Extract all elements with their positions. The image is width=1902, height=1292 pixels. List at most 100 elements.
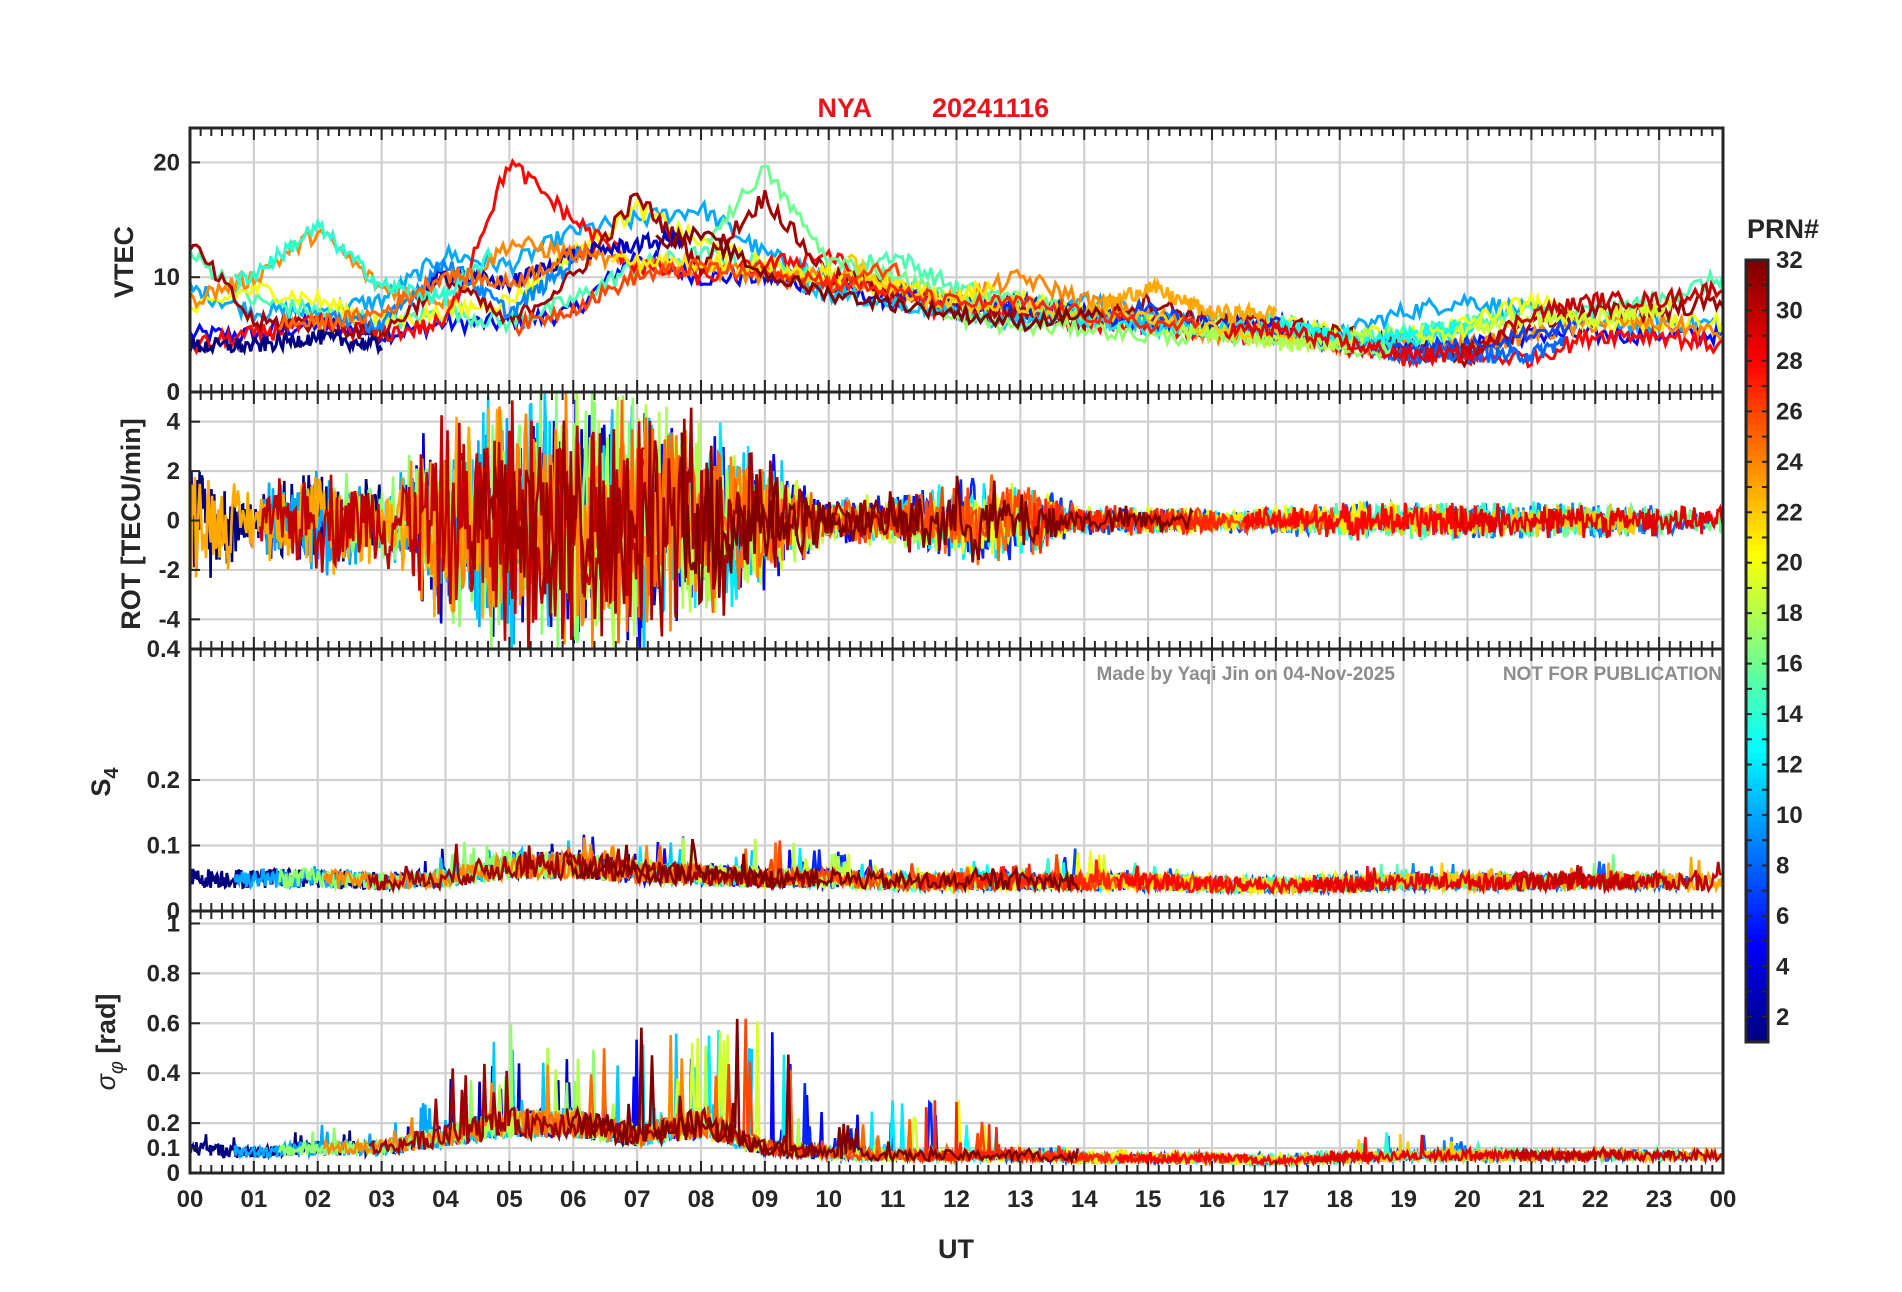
colorbar-swatch	[1746, 411, 1768, 419]
colorbar-swatch	[1746, 461, 1768, 469]
ytick-label: 0	[167, 379, 180, 406]
colorbar-swatch	[1746, 606, 1768, 614]
series-line-prn-23	[1466, 1145, 1723, 1165]
colorbar-swatch	[1746, 1035, 1768, 1043]
colorbar-swatch	[1746, 890, 1768, 898]
colorbar-swatch	[1746, 499, 1768, 507]
colorbar-swatch	[1746, 865, 1768, 873]
colorbar-frame	[1744, 258, 1770, 1044]
series-line-prn-27	[751, 258, 1201, 335]
xtick-label: 21	[1518, 1186, 1545, 1213]
xtick-label: 16	[1199, 1186, 1226, 1213]
ytick-label: 0.6	[147, 1010, 180, 1037]
ytick-label: 2	[167, 458, 180, 485]
colorbar-swatch	[1746, 732, 1768, 740]
colorbar-swatch	[1746, 518, 1768, 526]
ytick-label: 0.2	[147, 767, 180, 794]
xtick-label: 01	[241, 1186, 268, 1213]
colorbar-swatch	[1746, 285, 1768, 293]
colorbar-swatch	[1746, 562, 1768, 570]
colorbar-swatch	[1746, 367, 1768, 375]
series-line-prn-29	[1223, 317, 1482, 364]
colorbar-swatch	[1746, 941, 1768, 949]
colorbar-swatch	[1746, 802, 1768, 810]
colorbar-swatch	[1746, 442, 1768, 450]
colorbar-swatch	[1746, 947, 1768, 955]
colorbar-tick-label: 30	[1776, 297, 1803, 324]
ytick-label: 4	[167, 409, 181, 436]
colorbar-swatch	[1746, 386, 1768, 394]
colorbar-swatch	[1746, 682, 1768, 690]
colorbar-swatch	[1746, 581, 1768, 589]
xtick-label: 07	[624, 1186, 651, 1213]
ytick-label: 0.8	[147, 960, 180, 987]
figure-title-station: NYA	[817, 93, 872, 123]
colorbar-swatch	[1746, 827, 1768, 835]
colorbar-swatch	[1746, 543, 1768, 551]
series-line-prn-22	[846, 253, 1297, 343]
series-line-prn-19	[1415, 298, 1674, 347]
colorbar-swatch	[1746, 909, 1768, 917]
colorbar-swatch	[1746, 405, 1768, 412]
colorbar-swatch	[1746, 1010, 1768, 1018]
colorbar-tick-label: 6	[1776, 903, 1789, 930]
axis-ticks	[189, 649, 1724, 911]
series-line-prn-3	[424, 226, 684, 295]
colorbar-swatch	[1746, 644, 1768, 652]
colorbar-swatch	[1746, 291, 1768, 299]
colorbar-label: PRN#	[1747, 214, 1819, 244]
ytick-label: 10	[153, 264, 180, 291]
colorbar-swatch	[1746, 423, 1768, 431]
colorbar-swatch	[1746, 297, 1768, 305]
colorbar-swatch	[1746, 310, 1768, 318]
colorbar-swatch	[1746, 354, 1768, 362]
colorbar-swatch	[1746, 688, 1768, 696]
colorbar-swatch	[1746, 569, 1768, 576]
panel-s4: 0 0.1 0.2 0.4	[147, 636, 1725, 925]
colorbar-swatch	[1746, 493, 1768, 501]
colorbar-swatch	[1746, 619, 1768, 627]
series-line-prn-27	[916, 1100, 1111, 1166]
xtick-label: 15	[1135, 1186, 1162, 1213]
colorbar-swatch	[1746, 928, 1768, 936]
colorbar-swatch	[1746, 638, 1768, 646]
series-line-prn-29	[1453, 503, 1723, 539]
colorbar-swatch	[1746, 884, 1768, 892]
figure-title-date: 20241116	[932, 93, 1049, 123]
ytick-label: 0.2	[147, 1110, 180, 1137]
xtick-label: 18	[1326, 1186, 1353, 1213]
colorbar-swatch	[1746, 720, 1768, 728]
colorbar-swatch	[1746, 878, 1768, 885]
colorbar-swatch	[1746, 789, 1768, 797]
colorbar-tick-label: 26	[1776, 398, 1803, 425]
colorbar-swatch	[1746, 531, 1768, 539]
colorbar-swatch	[1746, 550, 1768, 558]
colorbar-tick-label: 16	[1776, 651, 1803, 678]
ytick-label: 0	[167, 898, 180, 925]
colorbar-swatch	[1746, 266, 1768, 274]
panel-vtec: 0 10 20	[153, 126, 1725, 406]
colorbar-swatch	[1746, 1004, 1768, 1012]
series-line-prn-32	[655, 225, 1105, 333]
xtick-label: 23	[1646, 1186, 1673, 1213]
colorbar-swatch	[1746, 903, 1768, 911]
series-line-prn-30	[1459, 279, 1723, 360]
svg-text:S4: S4	[86, 767, 123, 797]
colorbar-tick-label: 18	[1776, 600, 1803, 627]
colorbar-tick-label: 4	[1776, 953, 1790, 980]
series-line-prn-16	[706, 164, 1092, 322]
xtick-label: 22	[1582, 1186, 1609, 1213]
series-group	[190, 157, 1723, 369]
colorbar-swatch	[1746, 487, 1768, 494]
series-line-prn-26	[514, 256, 901, 338]
colorbar-swatch	[1746, 777, 1768, 785]
ytick-label-top: 0	[167, 379, 180, 406]
series-group	[190, 392, 1723, 649]
colorbar-swatch	[1746, 859, 1768, 867]
colorbar-swatch	[1746, 316, 1768, 324]
colorbar-swatch	[1746, 714, 1768, 721]
xtick-label: 04	[432, 1186, 459, 1213]
ytick-label: 20	[153, 149, 180, 176]
ylabel-s4: S4	[86, 767, 123, 797]
